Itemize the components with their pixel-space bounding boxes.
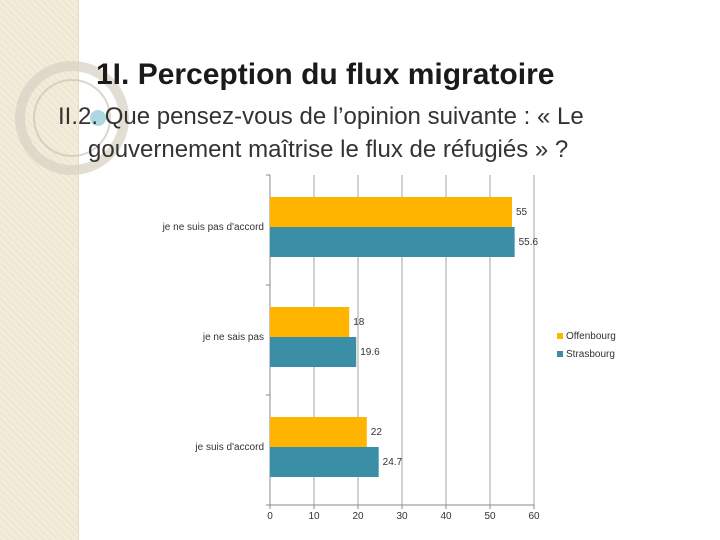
category-label: je ne sais pas: [202, 332, 264, 343]
slide-subtitle: II.2. Que pensez-vous de l’opinion suiva…: [58, 100, 698, 166]
bar: [270, 417, 367, 447]
x-tick-label: 30: [396, 511, 408, 522]
bar: [270, 337, 357, 367]
bar: [270, 227, 515, 257]
slide-title: 1I. Perception du flux migratoire: [96, 58, 555, 91]
decorative-rings: [15, 61, 129, 175]
x-tick-label: 20: [352, 511, 364, 522]
x-tick-label: 10: [308, 511, 320, 522]
side-strip: [0, 0, 78, 540]
bar: [270, 447, 379, 477]
x-tick-label: 40: [440, 511, 452, 522]
data-label: 18: [353, 317, 365, 328]
legend-swatch: [557, 351, 563, 357]
bar: [270, 307, 350, 337]
subtitle-line-2: gouvernement maîtrise le flux de réfugié…: [88, 136, 569, 163]
legend-swatch: [557, 333, 563, 339]
x-tick-label: 60: [528, 511, 540, 522]
category-label: je ne suis pas d'accord: [162, 222, 264, 233]
data-label: 19.6: [360, 347, 380, 358]
subtitle-line-1: II.2. Que pensez-vous de l’opinion suiva…: [58, 103, 584, 130]
x-tick-label: 50: [484, 511, 496, 522]
bar: [270, 197, 512, 227]
legend-label: Strasbourg: [566, 349, 615, 360]
x-tick-label: 0: [267, 511, 273, 522]
data-label: 24.7: [383, 457, 403, 468]
data-label: 55.6: [519, 237, 539, 248]
data-label: 22: [371, 427, 383, 438]
category-label: je suis d'accord: [194, 442, 264, 453]
side-border: [78, 0, 79, 540]
legend-label: Offenbourg: [566, 331, 616, 342]
data-label: 55: [516, 207, 528, 218]
